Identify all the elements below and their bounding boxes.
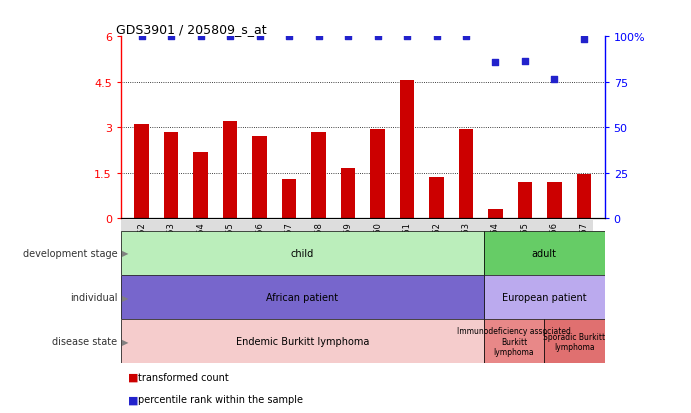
Point — [343, 34, 354, 40]
Bar — [252, 137, 267, 219]
Text: GSM656455: GSM656455 — [225, 221, 234, 272]
Bar — [134, 125, 149, 219]
Point — [195, 34, 206, 40]
Text: child: child — [291, 248, 314, 258]
Text: disease state: disease state — [53, 337, 117, 347]
Point — [401, 34, 413, 40]
Text: GSM656460: GSM656460 — [373, 221, 382, 272]
Text: GSM656461: GSM656461 — [403, 221, 412, 272]
Text: GSM656459: GSM656459 — [343, 221, 352, 272]
Text: ■: ■ — [128, 394, 138, 404]
Text: GSM656456: GSM656456 — [255, 221, 264, 272]
Bar — [547, 183, 562, 219]
Text: GSM656454: GSM656454 — [196, 221, 205, 272]
Bar — [282, 180, 296, 219]
Bar — [545, 319, 605, 363]
Point — [136, 34, 147, 40]
Text: Immunodeficiency associated
Burkitt
lymphoma: Immunodeficiency associated Burkitt lymp… — [457, 327, 571, 356]
Point — [578, 37, 589, 43]
Text: GSM656467: GSM656467 — [580, 221, 589, 272]
Point — [372, 34, 383, 40]
Bar — [311, 133, 326, 219]
Text: percentile rank within the sample: percentile rank within the sample — [138, 394, 303, 404]
Text: GSM656458: GSM656458 — [314, 221, 323, 272]
Point — [460, 34, 471, 40]
Point — [283, 34, 294, 40]
Bar — [518, 183, 532, 219]
Bar — [399, 81, 415, 219]
Point — [254, 34, 265, 40]
Point — [166, 34, 177, 40]
Text: transformed count: transformed count — [138, 372, 229, 382]
Bar — [121, 319, 484, 363]
Bar — [121, 231, 484, 275]
Text: individual: individual — [70, 292, 117, 302]
Text: Sporadic Burkitt
lymphoma: Sporadic Burkitt lymphoma — [543, 332, 605, 351]
Text: adult: adult — [531, 248, 557, 258]
Text: GSM656462: GSM656462 — [432, 221, 441, 272]
Text: GSM656452: GSM656452 — [137, 221, 146, 272]
Bar — [576, 175, 591, 219]
Text: Endemic Burkitt lymphoma: Endemic Burkitt lymphoma — [236, 337, 369, 347]
Bar — [488, 210, 503, 219]
Text: GSM656465: GSM656465 — [520, 221, 529, 272]
Text: development stage: development stage — [23, 248, 117, 258]
Bar — [370, 130, 385, 219]
Text: ■: ■ — [128, 372, 138, 382]
Text: ▶: ▶ — [122, 249, 129, 258]
Bar — [223, 122, 238, 219]
Bar — [193, 152, 208, 219]
Bar — [164, 133, 178, 219]
Text: European patient: European patient — [502, 292, 587, 302]
Text: GSM656457: GSM656457 — [285, 221, 294, 272]
Bar — [459, 130, 473, 219]
Text: GSM656463: GSM656463 — [462, 221, 471, 272]
Bar — [484, 231, 605, 275]
Text: ▶: ▶ — [122, 293, 129, 302]
Point — [225, 34, 236, 40]
Bar — [484, 275, 605, 319]
Text: GSM656453: GSM656453 — [167, 221, 176, 272]
Point — [313, 34, 324, 40]
Text: GSM656466: GSM656466 — [550, 221, 559, 272]
Bar — [484, 319, 545, 363]
Text: GSM656464: GSM656464 — [491, 221, 500, 272]
Bar — [121, 275, 484, 319]
Point — [431, 34, 442, 40]
Point — [549, 76, 560, 83]
Bar — [429, 178, 444, 219]
Text: ▶: ▶ — [122, 337, 129, 346]
Point — [490, 59, 501, 66]
Text: African patient: African patient — [266, 292, 339, 302]
Point — [520, 58, 531, 65]
Bar — [341, 169, 355, 219]
Text: GDS3901 / 205809_s_at: GDS3901 / 205809_s_at — [116, 23, 267, 36]
